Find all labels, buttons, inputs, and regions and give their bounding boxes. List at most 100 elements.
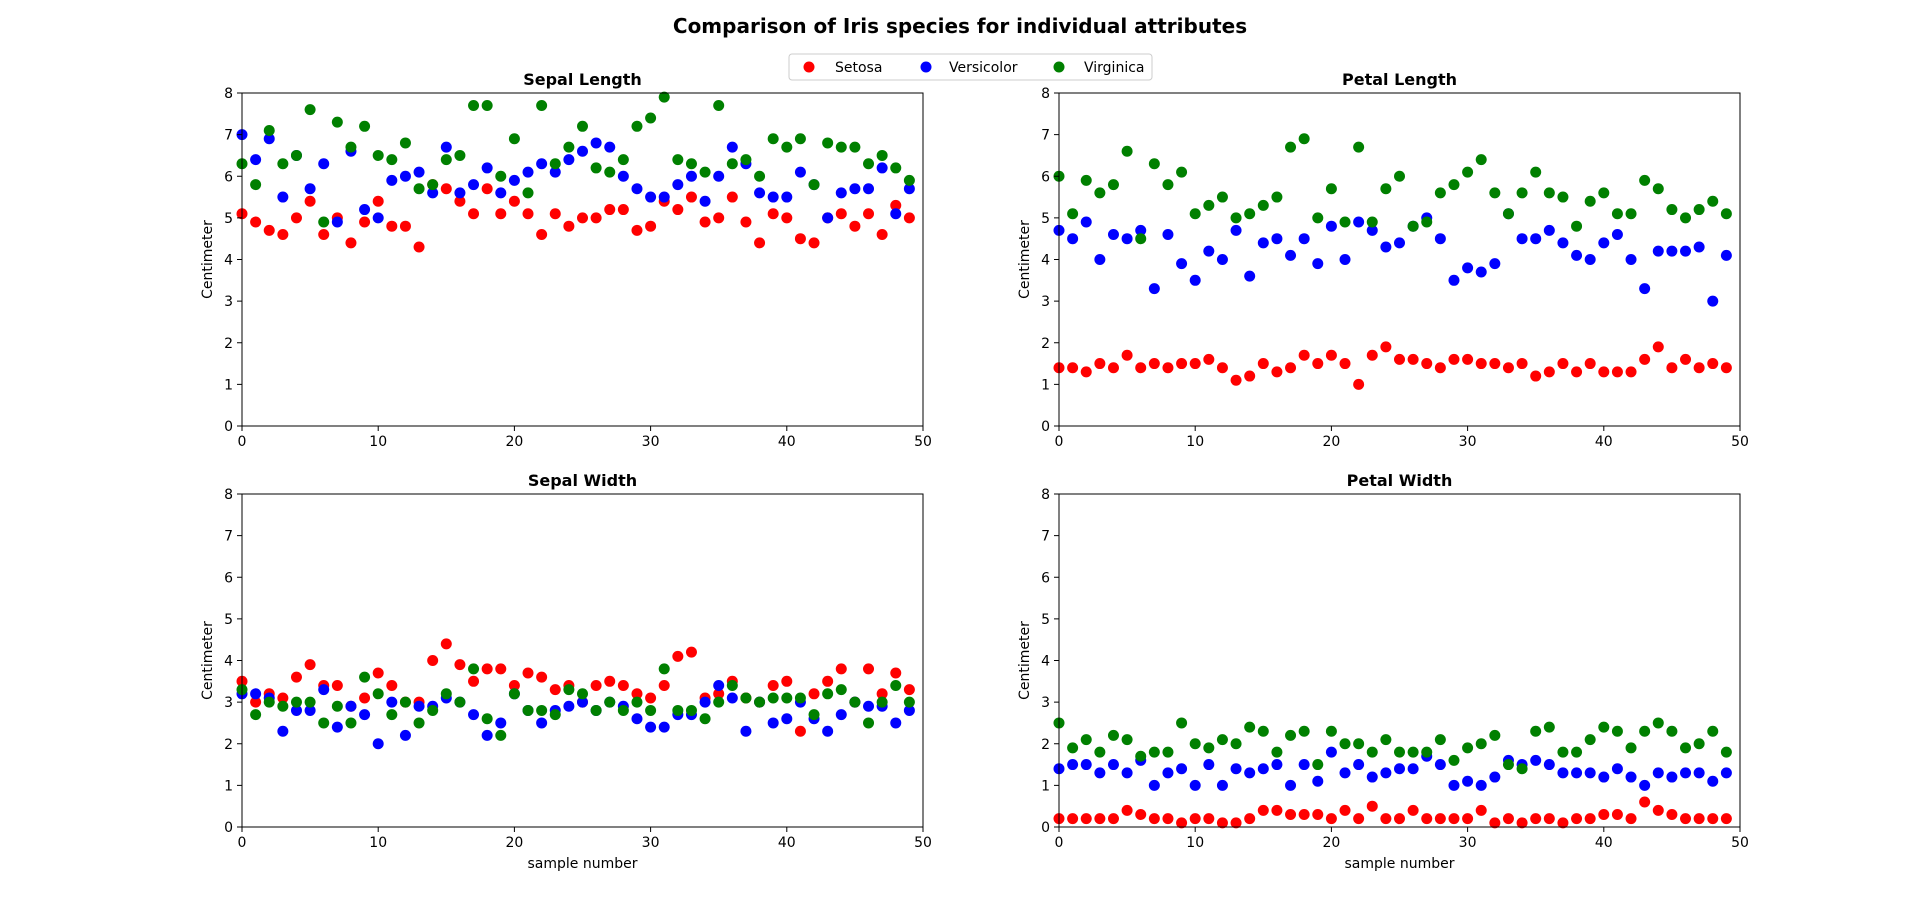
x-tick-label: 30 (1459, 434, 1477, 450)
data-point (863, 717, 875, 729)
data-point (685, 704, 697, 716)
data-point (290, 704, 302, 716)
data-point (863, 183, 875, 195)
figure-title: Comparison of Iris species for individua… (673, 14, 1247, 38)
data-point (1121, 804, 1133, 816)
data-point (713, 170, 725, 182)
data-point (1285, 141, 1297, 153)
data-point (1571, 249, 1583, 261)
data-point (1502, 813, 1514, 825)
data-point (699, 166, 711, 178)
data-point (631, 120, 643, 132)
data-point (263, 124, 275, 136)
data-point (1434, 759, 1446, 771)
data-point (277, 158, 289, 170)
data-point (754, 170, 766, 182)
data-point (781, 675, 793, 687)
data-point (1707, 725, 1719, 737)
data-point (1067, 742, 1079, 754)
data-point (1462, 353, 1474, 365)
data-point (468, 208, 480, 220)
data-point (645, 191, 657, 203)
legend-label-virginica: Virginica (1084, 60, 1144, 76)
data-point (1598, 809, 1610, 821)
petal-length-series-setosa (1053, 341, 1732, 390)
data-point (822, 725, 834, 737)
data-point (1189, 358, 1201, 370)
data-point (290, 212, 302, 224)
data-point (508, 679, 520, 691)
data-point (345, 141, 357, 153)
data-point (1312, 358, 1324, 370)
data-point (290, 696, 302, 708)
data-point (794, 725, 806, 737)
data-point (277, 692, 289, 704)
data-point (250, 696, 262, 708)
data-point (1298, 133, 1310, 145)
data-point (468, 179, 480, 191)
data-point (1230, 374, 1242, 386)
data-point (617, 679, 629, 691)
data-point (1516, 187, 1528, 199)
data-point (1325, 349, 1337, 361)
data-point (345, 700, 357, 712)
data-point (1107, 229, 1119, 241)
data-point (1080, 216, 1092, 228)
data-point (454, 187, 466, 199)
x-tick-label: 40 (1595, 835, 1613, 851)
data-point (1176, 763, 1188, 775)
data-point (413, 700, 425, 712)
data-point (699, 216, 711, 228)
data-point (454, 149, 466, 161)
sepal-width-ylabel: Centimeter (200, 621, 216, 700)
data-point (1257, 763, 1269, 775)
data-point (1353, 738, 1365, 750)
data-point (290, 671, 302, 683)
data-point (767, 191, 779, 203)
data-point (1720, 813, 1732, 825)
data-point (1571, 366, 1583, 378)
data-point (454, 659, 466, 671)
data-point (1434, 362, 1446, 374)
data-point (1462, 742, 1474, 754)
y-tick-label: 3 (224, 294, 233, 310)
data-point (1271, 233, 1283, 245)
data-point (1148, 779, 1160, 791)
data-point (427, 655, 439, 666)
x-tick-label: 50 (1731, 434, 1749, 450)
data-point (1176, 817, 1188, 829)
data-point (1680, 742, 1692, 754)
data-point (1584, 813, 1596, 825)
data-point (1203, 245, 1215, 257)
data-point (1216, 817, 1228, 829)
legend-marker-setosa (803, 61, 815, 73)
data-point (1353, 813, 1365, 825)
data-point (359, 709, 371, 721)
x-tick-label: 50 (914, 835, 932, 851)
data-point (1625, 742, 1637, 754)
data-point (1244, 370, 1256, 382)
data-point (713, 99, 725, 111)
sepal-width-axes-frame (241, 493, 924, 828)
data-point (1543, 224, 1555, 236)
data-point (1611, 809, 1623, 821)
data-point (1448, 179, 1460, 191)
data-point (1434, 813, 1446, 825)
data-point (1434, 233, 1446, 245)
data-point (1366, 800, 1378, 812)
petal-length-title: Petal Length (1342, 70, 1457, 89)
data-point (508, 133, 520, 145)
x-tick-label: 50 (914, 434, 932, 450)
data-point (304, 104, 316, 116)
data-point (359, 216, 371, 228)
data-point (1080, 813, 1092, 825)
sepal-width-xlabel: sample number (528, 856, 638, 872)
data-point (413, 717, 425, 729)
data-point (645, 704, 657, 716)
data-point (822, 688, 834, 700)
data-point (577, 696, 588, 708)
data-point (781, 713, 793, 725)
data-point (440, 688, 452, 700)
data-point (1121, 145, 1133, 157)
x-tick-label: 0 (238, 835, 247, 851)
